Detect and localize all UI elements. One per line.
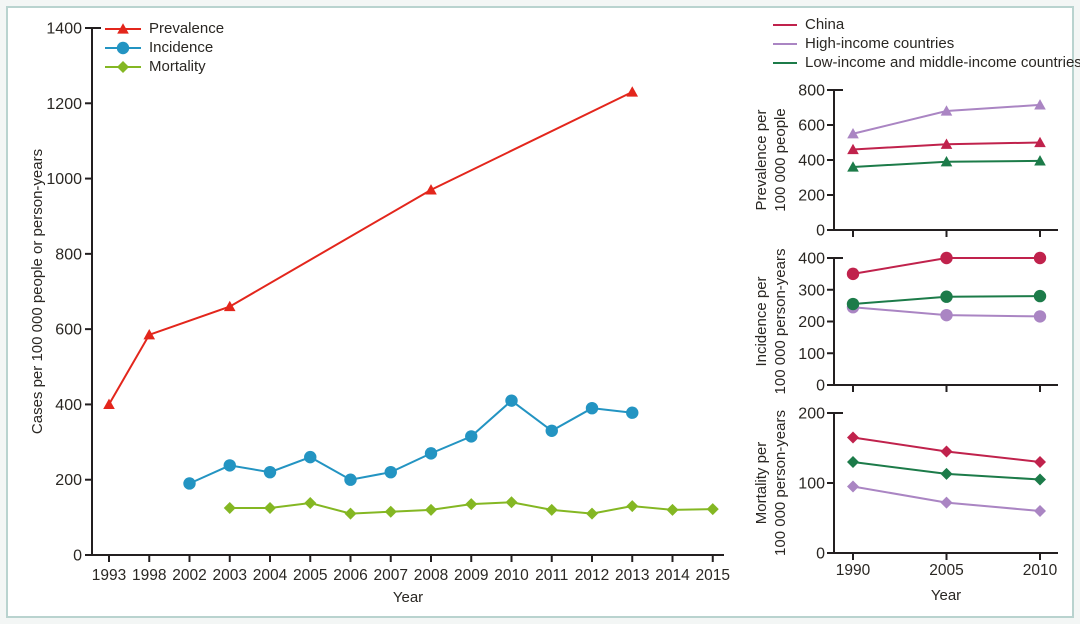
- svg-text:Prevalence per: Prevalence per: [753, 110, 770, 211]
- svg-text:400: 400: [798, 153, 825, 170]
- svg-text:2005: 2005: [293, 567, 327, 584]
- legend-label-china: China: [805, 16, 845, 33]
- legend-label-low-middle-income: Low-income and middle-income countries: [805, 54, 1080, 71]
- svg-text:800: 800: [55, 246, 82, 263]
- svg-text:Mortality per: Mortality per: [753, 442, 770, 525]
- svg-text:0: 0: [816, 378, 825, 395]
- svg-text:300: 300: [798, 282, 825, 299]
- legend-item-incidence: Incidence: [104, 39, 224, 56]
- high-income-line-swatch-icon: [773, 43, 797, 45]
- svg-text:2010: 2010: [1023, 562, 1058, 579]
- svg-text:2003: 2003: [213, 567, 247, 584]
- mortality-panel-chart: 0 100 200 1990 2005 2010 Year Mortality per 100 …: [753, 406, 1058, 604]
- legend-item-prevalence: Prevalence: [104, 20, 225, 37]
- svg-text:2002: 2002: [172, 567, 206, 584]
- svg-text:0: 0: [73, 548, 82, 565]
- svg-text:Year: Year: [393, 589, 423, 606]
- china-line-swatch-icon: [773, 24, 797, 26]
- legend-item-low-middle-income: Low-income and middle-income countries: [772, 54, 1080, 71]
- svg-text:2009: 2009: [454, 567, 488, 584]
- svg-text:2014: 2014: [655, 567, 690, 584]
- svg-text:2004: 2004: [253, 567, 288, 584]
- svg-text:1200: 1200: [46, 96, 82, 113]
- legend-item-china: China: [772, 16, 1080, 33]
- legend-regions: China High-income countries Low-income a…: [772, 16, 1080, 71]
- svg-text:2013: 2013: [615, 567, 649, 584]
- svg-text:2005: 2005: [929, 562, 963, 579]
- svg-text:Cases per 100 000 people or pe: Cases per 100 000 people or person-years: [29, 149, 46, 434]
- prevalence-panel-chart: 0 200 400 600 800 Prevalence per 100 000 peopl…: [753, 83, 1058, 240]
- svg-text:1000: 1000: [46, 171, 82, 188]
- svg-text:Year: Year: [931, 587, 961, 604]
- svg-text:2006: 2006: [333, 567, 367, 584]
- svg-text:100: 100: [798, 476, 825, 493]
- legend-main: Prevalence Incidence Mortality: [104, 20, 225, 75]
- main-chart: 0 200 400 600 800 1000 1200 1400 1993 1998 2002 200…: [29, 21, 730, 607]
- svg-text:600: 600: [55, 322, 82, 339]
- svg-text:200: 200: [798, 188, 825, 205]
- svg-text:400: 400: [798, 251, 825, 268]
- figure-frame: 0 200 400 600 800 1000 1200 1400 1993 1998 2002 200…: [6, 6, 1080, 618]
- legend-label-prevalence: Prevalence: [149, 20, 225, 37]
- mortality-swatch-icon: [105, 61, 141, 73]
- incidence-swatch-icon: [105, 41, 141, 55]
- svg-text:800: 800: [798, 83, 825, 100]
- incidence-panel-chart: 0 100 200 300 400 Incidence per 100 000 person…: [753, 249, 1058, 395]
- svg-text:1400: 1400: [46, 21, 82, 38]
- legend-item-high-income: High-income countries: [772, 35, 1080, 52]
- prevalence-swatch-icon: [105, 23, 141, 34]
- svg-text:0: 0: [816, 546, 825, 563]
- svg-text:2010: 2010: [494, 567, 529, 584]
- svg-text:2008: 2008: [414, 567, 448, 584]
- legend-item-mortality: Mortality: [104, 58, 224, 75]
- legend-label-incidence: Incidence: [149, 39, 214, 56]
- svg-text:2015: 2015: [696, 567, 730, 584]
- legend-label-high-income: High-income countries: [805, 35, 955, 52]
- svg-text:400: 400: [55, 397, 82, 414]
- svg-text:1993: 1993: [92, 567, 126, 584]
- svg-text:1990: 1990: [836, 562, 871, 579]
- svg-text:1998: 1998: [132, 567, 166, 584]
- svg-text:200: 200: [55, 472, 82, 489]
- svg-text:100 000 people: 100 000 people: [772, 108, 789, 211]
- svg-text:2011: 2011: [535, 567, 568, 584]
- svg-text:2007: 2007: [374, 567, 408, 584]
- svg-text:2012: 2012: [575, 567, 609, 584]
- svg-text:600: 600: [798, 118, 825, 135]
- svg-text:200: 200: [798, 314, 825, 331]
- svg-text:100 000 person-years: 100 000 person-years: [772, 410, 789, 556]
- svg-text:0: 0: [816, 223, 825, 240]
- svg-text:200: 200: [798, 406, 825, 423]
- svg-text:100 000 person-years: 100 000 person-years: [772, 249, 789, 395]
- low-middle-income-line-swatch-icon: [773, 62, 797, 64]
- svg-text:Incidence per: Incidence per: [753, 276, 770, 366]
- legend-label-mortality: Mortality: [149, 58, 206, 75]
- svg-text:100: 100: [798, 346, 825, 363]
